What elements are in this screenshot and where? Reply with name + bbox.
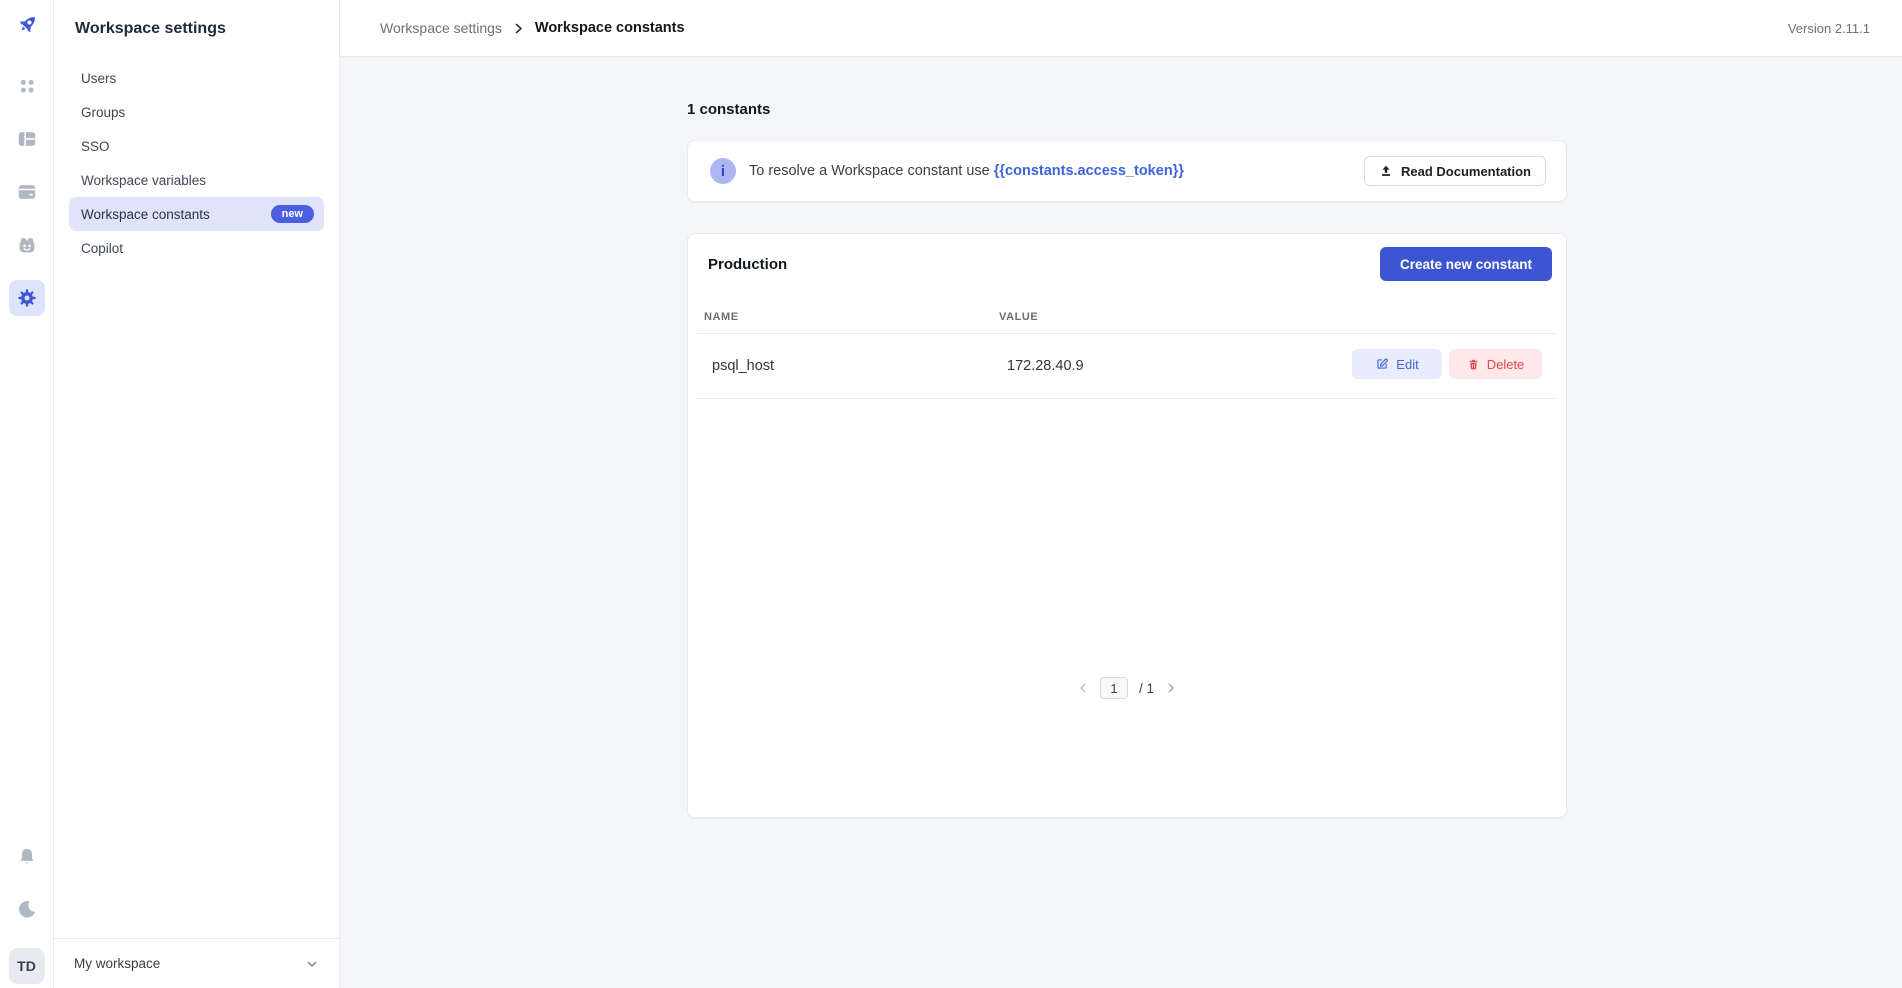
rail-bottom: TD bbox=[8, 839, 45, 988]
workspace-switcher[interactable]: My workspace bbox=[54, 938, 339, 988]
total-pages-label: / 1 bbox=[1138, 680, 1154, 696]
version-label: Version 2.11.1 bbox=[1787, 20, 1870, 36]
sidebar-item-settings[interactable] bbox=[8, 280, 45, 316]
menu-item-label: Workspace constants bbox=[81, 206, 210, 222]
settings-sidebar: Workspace settings Users Groups SSO Work… bbox=[54, 0, 340, 988]
info-banner: i To resolve a Workspace constant use {{… bbox=[687, 140, 1567, 202]
app-logo[interactable] bbox=[13, 11, 41, 39]
breadcrumb-parent[interactable]: Workspace settings bbox=[380, 20, 502, 36]
banner-text-prefix: To resolve a Workspace constant use bbox=[749, 163, 994, 179]
read-documentation-label: Read Documentation bbox=[1400, 163, 1531, 179]
menu-item-label: SSO bbox=[81, 138, 110, 154]
main-area: Workspace settings Workspace constants V… bbox=[340, 0, 1902, 988]
menu-item-label: Groups bbox=[81, 104, 126, 120]
sidebar-title: Workspace settings bbox=[75, 20, 226, 37]
chevron-down-icon bbox=[305, 957, 319, 971]
table-header: NAME VALUE bbox=[697, 306, 1557, 334]
menu-item-label: Users bbox=[81, 70, 117, 86]
pagination: 1 / 1 bbox=[688, 676, 1566, 700]
menu-item-groups[interactable]: Groups bbox=[69, 95, 324, 129]
banner-token: {{constants.access_token}} bbox=[993, 163, 1184, 179]
edit-button-label: Edit bbox=[1396, 356, 1419, 372]
settings-menu: Users Groups SSO Workspace variables Wor… bbox=[54, 61, 339, 265]
menu-item-sso[interactable]: SSO bbox=[69, 129, 324, 163]
environment-title: Production bbox=[708, 256, 788, 273]
workspace-name: My workspace bbox=[74, 956, 161, 971]
table-row: psql_host 172.28.40.9 Edit bbox=[697, 334, 1557, 399]
bell-icon bbox=[16, 846, 38, 868]
sidebar-item-datasources[interactable] bbox=[9, 174, 45, 210]
current-page-input[interactable]: 1 bbox=[1099, 677, 1128, 699]
topbar: Workspace settings Workspace constants V… bbox=[340, 0, 1902, 57]
sidebar-item-marketplace[interactable] bbox=[9, 227, 45, 263]
moon-icon bbox=[16, 898, 38, 920]
edit-pencil-icon bbox=[1375, 357, 1389, 371]
rocket-logo-icon bbox=[14, 12, 40, 38]
next-page-icon[interactable] bbox=[1165, 682, 1177, 694]
constant-name-cell: psql_host bbox=[712, 358, 775, 374]
banner-text: To resolve a Workspace constant use {{co… bbox=[749, 163, 1184, 179]
info-icon: i bbox=[710, 158, 736, 184]
layout-panel-icon bbox=[16, 128, 38, 150]
breadcrumb-chevron-icon bbox=[512, 22, 525, 35]
wallet-datasource-icon bbox=[16, 181, 38, 203]
create-new-constant-button[interactable]: Create new constant bbox=[1379, 247, 1552, 281]
content-area: 1 constants i To resolve a Workspace con… bbox=[340, 57, 1902, 988]
delete-button-label: Delete bbox=[1486, 356, 1525, 372]
menu-item-users[interactable]: Users bbox=[69, 61, 324, 95]
breadcrumb-current: Workspace constants bbox=[534, 20, 685, 36]
previous-page-icon[interactable] bbox=[1077, 682, 1089, 694]
menu-item-workspace-variables[interactable]: Workspace variables bbox=[69, 163, 324, 197]
sidebar-item-database[interactable] bbox=[9, 121, 45, 157]
dark-mode-toggle[interactable] bbox=[9, 891, 45, 927]
robot-marketplace-icon bbox=[16, 234, 38, 256]
card-header: Production Create new constant bbox=[688, 234, 1566, 298]
menu-item-label: Workspace variables bbox=[81, 172, 207, 188]
edit-button[interactable]: Edit bbox=[1352, 349, 1442, 379]
notifications-button[interactable] bbox=[9, 839, 45, 875]
menu-item-label: Copilot bbox=[81, 240, 124, 256]
settings-gear-icon bbox=[16, 287, 38, 309]
column-header-name: NAME bbox=[704, 311, 739, 323]
trash-icon bbox=[1467, 358, 1480, 371]
new-badge: new bbox=[270, 205, 314, 223]
column-header-value: VALUE bbox=[999, 311, 1039, 323]
constants-card: Production Create new constant NAME VALU… bbox=[687, 233, 1567, 818]
apps-grid-icon bbox=[16, 75, 38, 97]
menu-item-workspace-constants[interactable]: Workspace constants new bbox=[69, 197, 324, 231]
constant-value-cell: 172.28.40.9 bbox=[1007, 358, 1084, 374]
delete-button[interactable]: Delete bbox=[1449, 349, 1542, 379]
row-actions: Edit Delete bbox=[1352, 349, 1542, 379]
read-documentation-button[interactable]: Read Documentation bbox=[1363, 156, 1546, 186]
avatar[interactable]: TD bbox=[8, 948, 45, 984]
constants-count-heading: 1 constants bbox=[687, 101, 771, 118]
icon-rail: TD bbox=[0, 0, 54, 988]
sidebar-item-apps[interactable] bbox=[9, 68, 45, 104]
menu-item-copilot[interactable]: Copilot bbox=[69, 231, 324, 265]
rail-nav bbox=[8, 68, 45, 316]
open-docs-icon bbox=[1379, 164, 1393, 178]
